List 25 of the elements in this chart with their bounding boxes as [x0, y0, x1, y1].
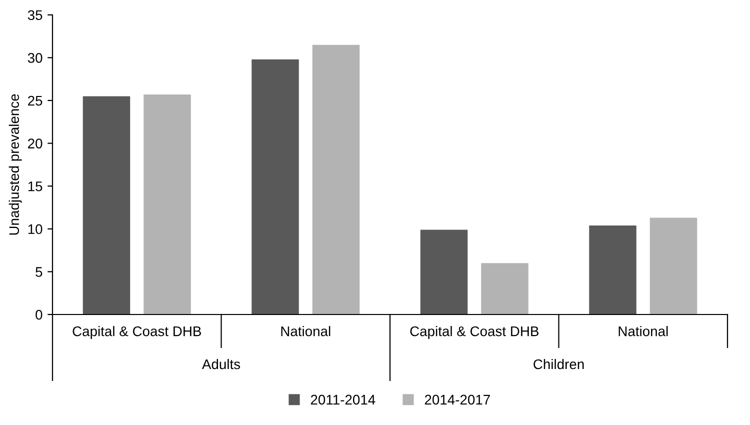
- y-tick-label: 25: [28, 96, 42, 106]
- legend-label: 2014-2017: [424, 394, 490, 405]
- bar: [312, 44, 360, 314]
- y-tick-label: 30: [28, 53, 42, 63]
- y-tick-label: 0: [36, 310, 42, 320]
- y-tick-label: 15: [28, 182, 42, 192]
- bar: [420, 230, 468, 314]
- y-tick-label: 5: [36, 267, 42, 277]
- x-tick-label: National: [281, 326, 330, 336]
- x-tick-label: National: [618, 326, 668, 336]
- y-tick-label: 20: [28, 138, 42, 148]
- bar: [252, 59, 299, 314]
- x-tick-label: Capital & Coast DHB: [410, 326, 538, 339]
- y-tick-label: 35: [28, 10, 42, 20]
- text: Children: [534, 358, 584, 370]
- y-axis-title: Unadjusted prevalence: [8, 94, 22, 235]
- bar: [144, 94, 191, 314]
- bar: [481, 263, 528, 314]
- text: Adults: [202, 358, 240, 370]
- x-tick-label: Capital & Coast DHB: [72, 326, 201, 339]
- bar: [82, 96, 130, 314]
- bar: [650, 218, 698, 314]
- y-tick-label: 10: [28, 224, 42, 234]
- legend-label: 2011-2014: [310, 394, 376, 405]
- bar: [589, 225, 636, 314]
